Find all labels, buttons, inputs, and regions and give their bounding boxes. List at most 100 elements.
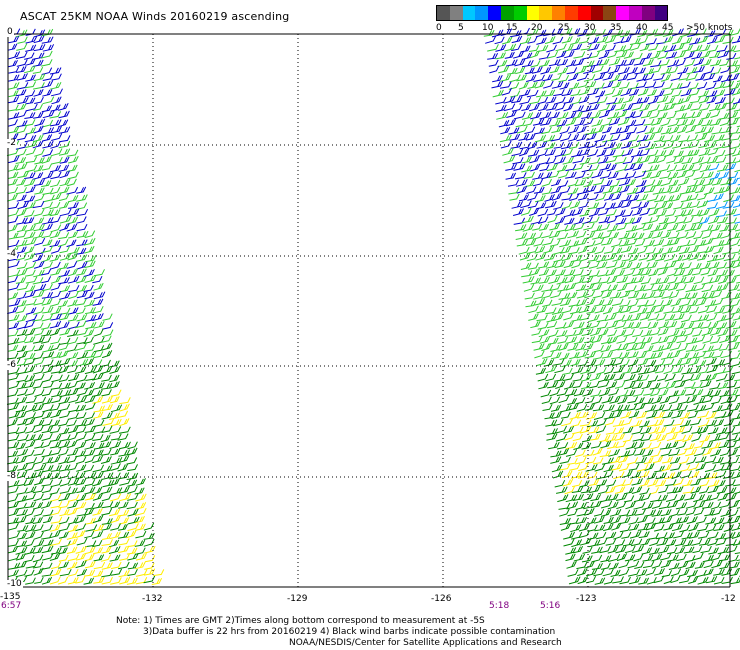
- wind-barb: [523, 118, 534, 127]
- wind-barb: [68, 516, 79, 525]
- wind-barb: [537, 373, 549, 382]
- wind-barb: [15, 442, 26, 450]
- wind-barb: [653, 81, 665, 89]
- wind-barb: [100, 486, 113, 495]
- wind-barb: [109, 426, 122, 434]
- wind-barb: [100, 366, 113, 375]
- wind-barb: [713, 418, 725, 427]
- wind-barb: [7, 82, 20, 90]
- wind-barb: [596, 366, 607, 375]
- lat-label-0: 0: [6, 27, 14, 37]
- wind-barb: [537, 148, 548, 157]
- wind-barb: [6, 397, 19, 405]
- wind-barb: [49, 111, 62, 119]
- wind-barb: [588, 314, 600, 323]
- note-line-3: NOAA/NESDIS/Center for Satellite Applica…: [289, 638, 562, 648]
- wind-barb: [677, 560, 689, 569]
- wind-barb: [685, 73, 698, 81]
- wind-barb: [537, 322, 549, 330]
- wind-barb: [16, 262, 28, 270]
- wind-barb: [671, 36, 683, 45]
- wind-barb: [710, 59, 722, 67]
- wind-barb: [530, 163, 541, 172]
- wind-barb: [68, 202, 79, 209]
- wind-barb: [32, 352, 44, 360]
- wind-barb: [15, 148, 27, 157]
- wind-barb: [24, 352, 36, 360]
- wind-barb: [734, 378, 740, 382]
- wind-barb: [560, 133, 572, 142]
- wind-barb: [693, 57, 705, 66]
- wind-barb: [624, 58, 635, 66]
- wind-barb: [691, 156, 704, 165]
- legend-swatch: [513, 6, 527, 20]
- wind-barb: [503, 95, 516, 104]
- wind-barb: [33, 509, 44, 517]
- wind-barb: [93, 269, 105, 277]
- wind-barb: [639, 312, 652, 321]
- wind-barb: [614, 479, 626, 488]
- wind-barb: [628, 247, 639, 255]
- wind-barb: [519, 36, 532, 45]
- wind-barb: [632, 434, 645, 442]
- wind-barb: [7, 193, 18, 202]
- wind-barb: [690, 373, 702, 382]
- wind-barb: [634, 337, 646, 345]
- wind-barb: [558, 74, 570, 83]
- wind-barb: [611, 142, 623, 150]
- wind-barb: [76, 568, 88, 577]
- wind-barb: [575, 66, 587, 75]
- wind-barb: [23, 320, 35, 329]
- wind-barb: [591, 224, 603, 233]
- wind-barb: [25, 103, 38, 112]
- wind-barb: [580, 269, 592, 277]
- wind-barb: [559, 517, 571, 525]
- wind-barb: [16, 59, 28, 67]
- wind-barb: [524, 67, 535, 75]
- wind-barb: [34, 157, 45, 165]
- legend-swatch: [616, 6, 629, 20]
- wind-barb: [503, 155, 516, 164]
- wind-barb: [712, 404, 723, 413]
- wind-barb: [676, 389, 687, 397]
- wind-barb: [515, 66, 526, 75]
- wind-barb: [110, 568, 123, 576]
- wind-barb: [68, 395, 80, 404]
- wind-barb: [593, 509, 605, 517]
- wind-barb: [548, 329, 559, 338]
- wind-barb: [583, 65, 596, 74]
- wind-barb: [554, 96, 566, 105]
- wind-barb: [519, 96, 532, 105]
- legend-swatch: [462, 6, 476, 20]
- wind-barb: [708, 216, 720, 225]
- wind-barb: [630, 366, 643, 374]
- wind-barb: [618, 178, 631, 187]
- wind-barb: [621, 148, 634, 157]
- wind-barb: [83, 464, 95, 473]
- wind-barb: [673, 478, 684, 486]
- wind-barb: [638, 531, 650, 539]
- wind-barb: [597, 322, 609, 330]
- wind-barb: [8, 314, 20, 322]
- wind-barb: [660, 66, 672, 75]
- wind-barb: [612, 150, 625, 158]
- wind-barb: [25, 517, 36, 525]
- wind-barb: [638, 201, 650, 209]
- wind-barb: [50, 455, 61, 464]
- wind-barb: [75, 426, 87, 434]
- wind-barb: [677, 66, 689, 75]
- wind-barb: [683, 276, 696, 284]
- wind-barb: [633, 389, 645, 397]
- wind-barb: [703, 66, 715, 75]
- wind-barb: [17, 463, 28, 471]
- wind-barb: [697, 576, 709, 585]
- wind-barb: [41, 59, 53, 67]
- wind-barb: [117, 463, 129, 472]
- wind-barb: [632, 208, 643, 216]
- wind-barb: [735, 394, 740, 397]
- wind-barb: [688, 193, 699, 201]
- wind-barb: [687, 238, 698, 247]
- wind-barb: [654, 254, 667, 262]
- wind-barb: [665, 479, 677, 487]
- wind-barb: [684, 59, 696, 67]
